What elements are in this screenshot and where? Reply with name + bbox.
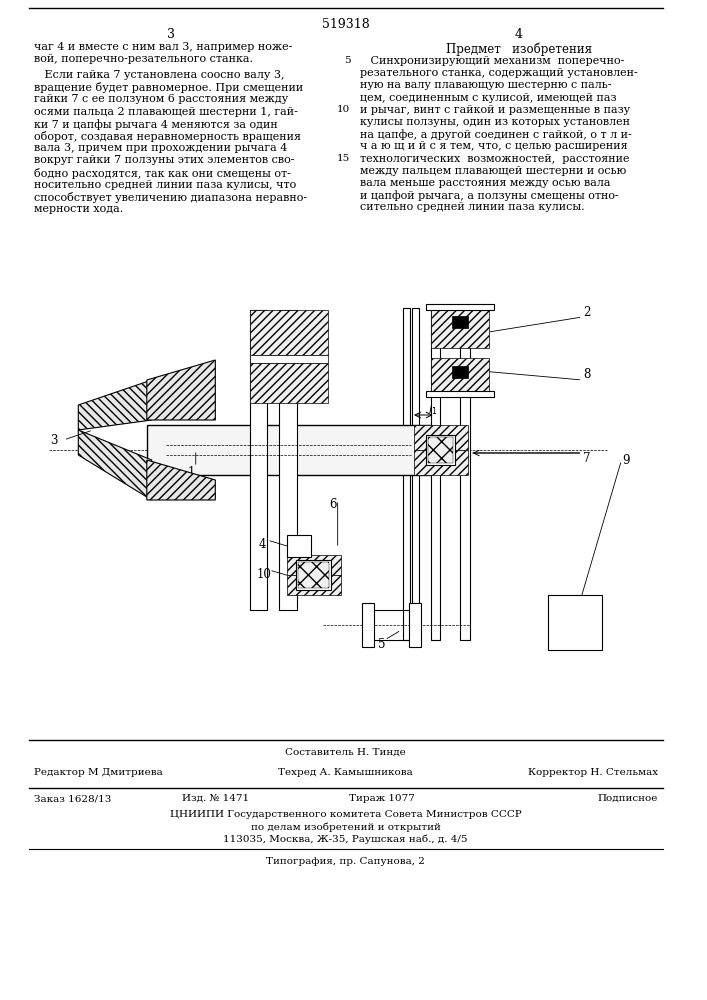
Bar [287,555,341,575]
Text: бодно расходятся, так как они смещены от-: бодно расходятся, так как они смещены от… [34,168,291,179]
Polygon shape [147,460,216,500]
Text: 6: 6 [329,498,337,512]
Text: гайки 7 с ее ползуном 6 расстояния между: гайки 7 с ее ползуном 6 расстояния между [34,94,288,104]
Text: на цапфе, а другой соединен с гайкой, о т л и-: на цапфе, а другой соединен с гайкой, о … [360,129,632,140]
Text: 8: 8 [583,368,591,381]
Text: 5: 5 [378,639,385,652]
Text: способствует увеличению диапазона неравно-: способствует увеличению диапазона неравн… [34,192,308,203]
Text: сительно средней линии паза кулисы.: сительно средней линии паза кулисы. [360,202,585,212]
Text: $l_2$: $l_2$ [428,453,437,467]
Text: по делам изобретений и открытий: по делам изобретений и открытий [250,822,440,832]
Text: 10: 10 [337,105,351,114]
Text: Изд. № 1471: Изд. № 1471 [182,794,249,803]
Bar [431,308,440,640]
Text: 2: 2 [583,306,591,318]
Text: ЦНИИПИ Государственного комитета Совета Министров СССР: ЦНИИПИ Государственного комитета Совета … [170,810,521,819]
Text: 10: 10 [257,568,271,582]
Text: Редактор М Дмитриева: Редактор М Дмитриева [34,768,163,777]
Polygon shape [78,380,152,430]
Bar [431,358,489,393]
Text: осями пальца 2 плавающей шестерни 1, гай-: осями пальца 2 плавающей шестерни 1, гай… [34,107,298,117]
Polygon shape [147,360,216,420]
Text: 9: 9 [623,454,630,466]
Bar [412,308,419,640]
Bar [296,560,331,590]
Bar [250,355,328,363]
Bar [431,308,489,348]
Text: 7: 7 [583,452,591,464]
Bar [250,310,267,610]
Text: Техред А. Камышникова: Техред А. Камышникова [278,768,413,777]
Text: Корректор Н. Стельмах: Корректор Н. Стельмах [527,768,658,777]
Text: между пальцем плавающей шестерни и осью: между пальцем плавающей шестерни и осью [360,166,626,176]
Text: вала меньше расстояния между осью вала: вала меньше расстояния между осью вала [360,178,611,188]
Text: вокруг гайки 7 ползуны этих элементов сво-: вокруг гайки 7 ползуны этих элементов св… [34,155,295,165]
Bar [428,437,453,463]
Text: ную на валу плавающую шестерню с паль-: ную на валу плавающую шестерню с паль- [360,80,612,90]
Text: носительно средней линии паза кулисы, что: носительно средней линии паза кулисы, чт… [34,180,296,190]
Bar [548,595,602,650]
Bar [426,304,494,310]
Text: 3: 3 [50,434,57,446]
Bar [414,450,468,475]
Text: Типография, пр. Сапунова, 2: Типография, пр. Сапунова, 2 [266,857,425,866]
Bar [426,435,455,465]
Text: и цапфой рычага, а ползуны смещены отно-: и цапфой рычага, а ползуны смещены отно- [360,190,619,201]
Polygon shape [78,430,152,500]
Bar [403,308,410,640]
Bar [409,603,421,647]
Text: Синхронизирующий механизм  поперечно-: Синхронизирующий механизм поперечно- [360,56,624,66]
Text: ки 7 и цапфы рычага 4 меняются за один: ки 7 и цапфы рычага 4 меняются за один [34,119,278,130]
Text: Тираж 1077: Тираж 1077 [349,794,414,803]
Text: 5: 5 [344,56,351,65]
Text: 3: 3 [168,28,175,41]
Bar [452,366,468,378]
Text: Предмет   изобретения: Предмет изобретения [445,42,592,55]
Text: 113035, Москва, Ж-35, Раушская наб., д. 4/5: 113035, Москва, Ж-35, Раушская наб., д. … [223,834,468,844]
Bar [279,310,296,610]
Bar [414,425,468,450]
Text: 519318: 519318 [322,18,369,31]
Text: 4: 4 [259,538,266,552]
Text: 4: 4 [515,28,522,41]
Text: Подписное: Подписное [597,794,658,803]
Bar [460,308,469,640]
Text: вой, поперечно-резательного станка.: вой, поперечно-резательного станка. [34,54,253,64]
Text: Составитель Н. Тинде: Составитель Н. Тинде [285,748,406,757]
Text: 15: 15 [337,154,351,163]
Text: технологических  возможностей,  расстояние: технологических возможностей, расстояние [360,154,630,164]
Text: Заказ 1628/13: Заказ 1628/13 [34,794,112,803]
Text: оборот, создавая неравномерность вращения: оборот, создавая неравномерность вращени… [34,131,301,142]
Text: вращение будет равномерное. При смещении: вращение будет равномерное. При смещении [34,82,303,93]
Bar [287,575,341,595]
Bar [250,310,328,355]
Text: $l_1$: $l_1$ [428,403,437,417]
Bar [452,316,468,328]
Bar [250,363,328,403]
Bar [426,391,494,397]
Text: и рычаг, винт с гайкой и размещенные в пазу: и рычаг, винт с гайкой и размещенные в п… [360,105,631,115]
Bar [287,535,311,557]
Text: вала 3, причем при прохождении рычага 4: вала 3, причем при прохождении рычага 4 [34,143,288,153]
Text: чаг 4 и вместе с ним вал 3, например ноже-: чаг 4 и вместе с ним вал 3, например нож… [34,42,293,52]
Text: Если гайка 7 установлена соосно валу 3,: Если гайка 7 установлена соосно валу 3, [34,70,285,80]
Bar [147,425,431,475]
Text: ч а ю щ и й с я тем, что, с целью расширения: ч а ю щ и й с я тем, что, с целью расшир… [360,141,628,151]
Bar [362,603,374,647]
Text: резательного станка, содержащий установлен-: резательного станка, содержащий установл… [360,68,638,78]
Text: цем, соединенным с кулисой, имеющей паз: цем, соединенным с кулисой, имеющей паз [360,93,617,103]
Text: мерности хода.: мерности хода. [34,204,124,214]
Text: кулисы ползуны, один из которых установлен: кулисы ползуны, один из которых установл… [360,117,630,127]
Bar [298,562,329,588]
Text: 1: 1 [187,466,194,479]
